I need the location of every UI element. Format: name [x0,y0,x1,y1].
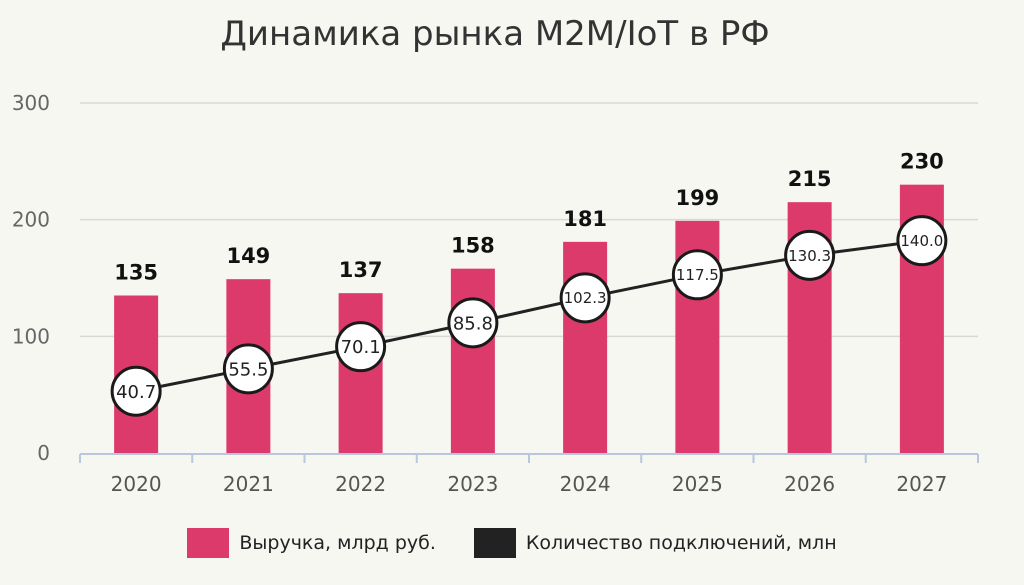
x-tick-label: 2027 [896,472,947,496]
x-tick-label: 2025 [672,472,723,496]
line-data-label: 70.1 [341,337,381,358]
x-tick-label: 2020 [111,472,162,496]
bar [338,293,383,453]
y-tick-label: 0 [37,441,50,465]
chart-legend: Выручка, млрд руб. Количество подключени… [0,528,1024,558]
line-data-label: 40.7 [116,382,156,403]
chart-title: Динамика рынка M2M/IoT в РФ [220,14,770,54]
y-tick-label: 200 [12,208,50,232]
line-point [447,297,499,349]
line-point [559,272,611,324]
x-tick-label: 2023 [447,472,498,496]
y-tick-label: 300 [12,91,50,115]
legend-item-connections: Количество подключений, млн [473,528,837,558]
line-data-label: 117.5 [676,266,719,284]
line-point [335,321,387,373]
x-tick-label: 2022 [335,472,386,496]
legend-label-revenue: Выручка, млрд руб. [239,532,436,554]
bar-data-label: 135 [114,261,158,285]
legend-label-connections: Количество подключений, млн [525,532,837,554]
bar-data-label: 199 [675,186,719,210]
line-data-label: 102.3 [564,289,607,307]
line-point [110,365,162,417]
line-point [222,343,274,395]
bar-data-label: 149 [226,244,270,268]
bar-data-label: 215 [788,167,832,191]
x-tick-label: 2024 [560,472,611,496]
line-data-label: 140.0 [900,232,943,250]
y-tick-label: 100 [12,324,50,348]
bar-data-label: 230 [900,150,944,174]
legend-swatch-connections [473,528,516,558]
bar [450,268,495,453]
legend-item-revenue: Выручка, млрд руб. [187,528,436,558]
bar-data-label: 181 [563,207,607,231]
line-point [784,229,836,281]
line-point [671,249,723,301]
bar-data-label: 158 [451,234,495,258]
line-data-label: 85.8 [453,313,493,334]
legend-swatch-revenue [187,528,230,558]
line-data-label: 130.3 [788,247,831,265]
chart-canvas: 0 100 200 300 2020 2021 2022 2023 2024 2025 2026 20… [12,91,979,496]
line-data-label: 55.5 [228,359,268,380]
bar-data-label: 137 [339,258,383,282]
line-point [896,215,948,267]
x-tick-label: 2021 [223,472,274,496]
x-tick-label: 2026 [784,472,835,496]
